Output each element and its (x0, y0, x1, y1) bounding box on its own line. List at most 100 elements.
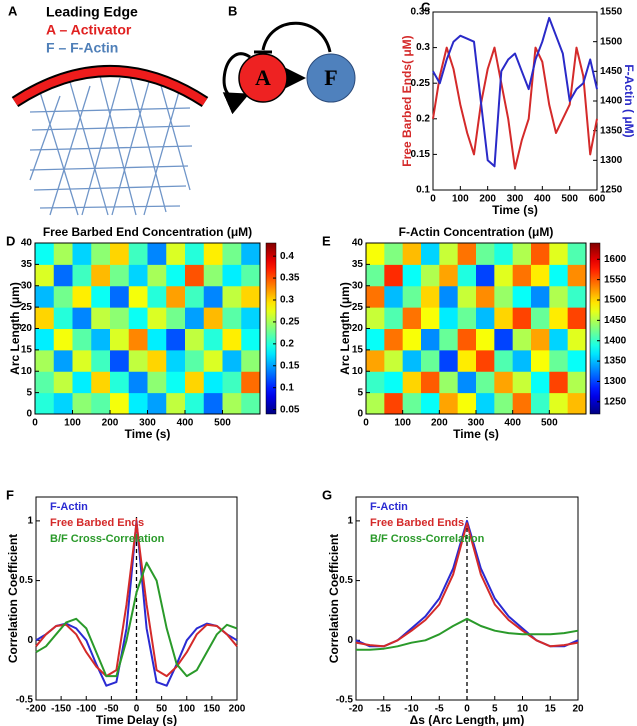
heat-cell (147, 371, 167, 394)
heat-cell (384, 371, 404, 394)
heat-cell (35, 349, 55, 372)
legend-entry: B/F Cross-Correlation (50, 533, 165, 545)
heat-cell (402, 264, 422, 287)
series-line (432, 46, 598, 170)
heat-cell (128, 328, 148, 351)
heat-cell (366, 392, 385, 415)
heat-cell (531, 371, 550, 394)
heat-cell (185, 392, 205, 415)
heat-cell (567, 285, 587, 308)
heat-cell (110, 243, 130, 265)
colorbar-tick-label: 1300 (604, 376, 627, 387)
x-tick-label: 100 (452, 194, 469, 205)
heat-cell (35, 328, 55, 351)
panel-label: D (6, 233, 15, 248)
heat-cell (531, 392, 550, 415)
colorbar-tick-label: 0.05 (280, 404, 300, 415)
heat-cell (203, 328, 223, 351)
x-tick-label: 100 (64, 418, 81, 429)
heat-cell (402, 392, 422, 415)
heat-cell (72, 371, 92, 394)
heat-cell (147, 285, 167, 308)
heat-cell (222, 392, 242, 415)
inhibition-arc (261, 21, 332, 53)
heat-cell (494, 307, 514, 329)
series-line (356, 617, 579, 651)
x-tick-label: 300 (468, 418, 485, 429)
heat-cell (128, 307, 148, 329)
heat-cell (457, 371, 477, 394)
heat-cell (549, 243, 569, 265)
heat-cell (512, 392, 532, 415)
heat-cell (110, 285, 130, 308)
heat-cell (421, 307, 440, 329)
x-tick-label: 5 (492, 704, 498, 715)
x-tick-label: -100 (76, 704, 96, 715)
heat-cell (531, 349, 550, 372)
x-tick-label: 20 (572, 704, 584, 715)
diagram-title: Leading Edge (46, 4, 138, 20)
x-tick-label: 500 (214, 418, 231, 429)
y-tick-label: 20 (21, 323, 33, 334)
colorbar (589, 242, 601, 415)
heat-cell (439, 328, 459, 351)
heat-cell (402, 349, 422, 372)
x-tick-label: 15 (545, 704, 557, 715)
heat-cell (421, 328, 440, 351)
heat-cell (147, 243, 167, 265)
node-label: A (255, 65, 271, 90)
x-tick-label: 400 (177, 418, 194, 429)
panel-label: C (421, 0, 431, 14)
panel-label: A (8, 3, 18, 18)
chart-title: F-Actin Concentration (μM) (399, 225, 554, 239)
colorbar-tick-label: 0.2 (280, 338, 294, 349)
y-tick-label: 0 (347, 635, 353, 646)
heat-cell (439, 349, 459, 372)
heat-cell (128, 371, 148, 394)
legend-entry: F-Actin (50, 501, 88, 513)
heat-cell (366, 264, 385, 287)
y-tick-label: 25 (352, 302, 364, 313)
heat-cell (567, 371, 587, 394)
heat-cell (366, 285, 385, 308)
heat-cell (185, 307, 205, 329)
x-tick-label: 50 (156, 704, 168, 715)
heat-cell (222, 371, 242, 394)
heat-cell (203, 349, 223, 372)
node-label: F (324, 65, 337, 90)
chart-title: Free Barbed End Concentration (μM) (43, 225, 252, 239)
heat-cell (421, 243, 440, 265)
heat-cell (567, 243, 587, 265)
x-tick-label: 100 (178, 704, 195, 715)
heat-cell (531, 243, 550, 265)
legend-entry: Free Barbed Ends (50, 517, 144, 529)
x-tick-label: 600 (589, 194, 606, 205)
y2-tick-label: 1450 (600, 66, 623, 77)
heat-cell (476, 307, 495, 329)
actin-node (306, 53, 356, 103)
heat-cell (35, 392, 55, 415)
x-tick-label: -20 (349, 704, 364, 715)
heat-cell (366, 328, 385, 351)
heat-cell (72, 264, 92, 287)
heat-cell (439, 371, 459, 394)
heat-cell (222, 243, 242, 265)
y2-tick-label: 1250 (600, 185, 623, 196)
heat-cell (549, 371, 569, 394)
colorbar-tick-label: 0.1 (280, 382, 294, 393)
heat-cell (185, 264, 205, 287)
heat-cell (512, 243, 532, 265)
heat-cell (402, 328, 422, 351)
heat-cell (53, 307, 73, 329)
heat-cell (366, 307, 385, 329)
heat-cell (110, 371, 130, 394)
heat-cell (457, 307, 477, 329)
heat-cell (567, 349, 587, 372)
heat-cell (439, 264, 459, 287)
panel-label: E (322, 233, 331, 248)
heat-cell (203, 285, 223, 308)
heat-cell (53, 392, 73, 415)
y-tick-label: 0.15 (411, 149, 431, 160)
legend-actin: F – F-Actin (46, 40, 118, 56)
